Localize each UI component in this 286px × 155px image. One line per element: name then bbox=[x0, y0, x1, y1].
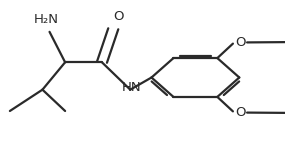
Text: O: O bbox=[235, 106, 245, 119]
Text: O: O bbox=[235, 36, 245, 49]
Text: HN: HN bbox=[122, 81, 142, 94]
Text: O: O bbox=[114, 10, 124, 23]
Text: H₂N: H₂N bbox=[34, 13, 59, 26]
